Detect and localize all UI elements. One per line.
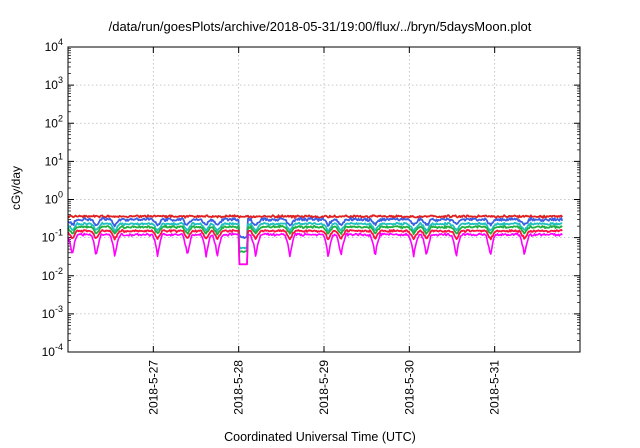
x-tick-label: 2018-5-28 bbox=[232, 360, 246, 415]
x-tick-label: 2018-5-31 bbox=[488, 360, 502, 415]
y-tick-label: 100 bbox=[45, 190, 63, 207]
series-line-1 bbox=[67, 214, 563, 219]
x-tick-label: 2018-5-27 bbox=[146, 360, 160, 415]
y-tick-label: 10-1 bbox=[42, 228, 63, 245]
y-tick-label: 104 bbox=[45, 37, 63, 54]
y-tick-label: 10-2 bbox=[42, 266, 63, 283]
y-tick-label: 102 bbox=[45, 113, 63, 130]
y-tick-label: 10-3 bbox=[42, 304, 63, 321]
series-line-6 bbox=[67, 232, 563, 266]
y-tick-label: 103 bbox=[45, 75, 63, 92]
y-tick-label: 101 bbox=[45, 151, 63, 168]
plot-frame bbox=[67, 46, 581, 353]
series-line-2 bbox=[67, 216, 564, 239]
series-line-4 bbox=[67, 224, 563, 254]
x-axis-label: Coordinated Universal Time (UTC) bbox=[224, 430, 416, 444]
x-tick-label: 2018-5-30 bbox=[402, 360, 416, 415]
series-line-3 bbox=[67, 221, 563, 250]
series-line-5 bbox=[67, 228, 563, 266]
y-tick-label: 10-4 bbox=[42, 342, 63, 359]
x-tick-label: 2018-5-29 bbox=[317, 360, 331, 415]
chart-title: /data/run/goesPlots/archive/2018-05-31/1… bbox=[108, 19, 532, 34]
